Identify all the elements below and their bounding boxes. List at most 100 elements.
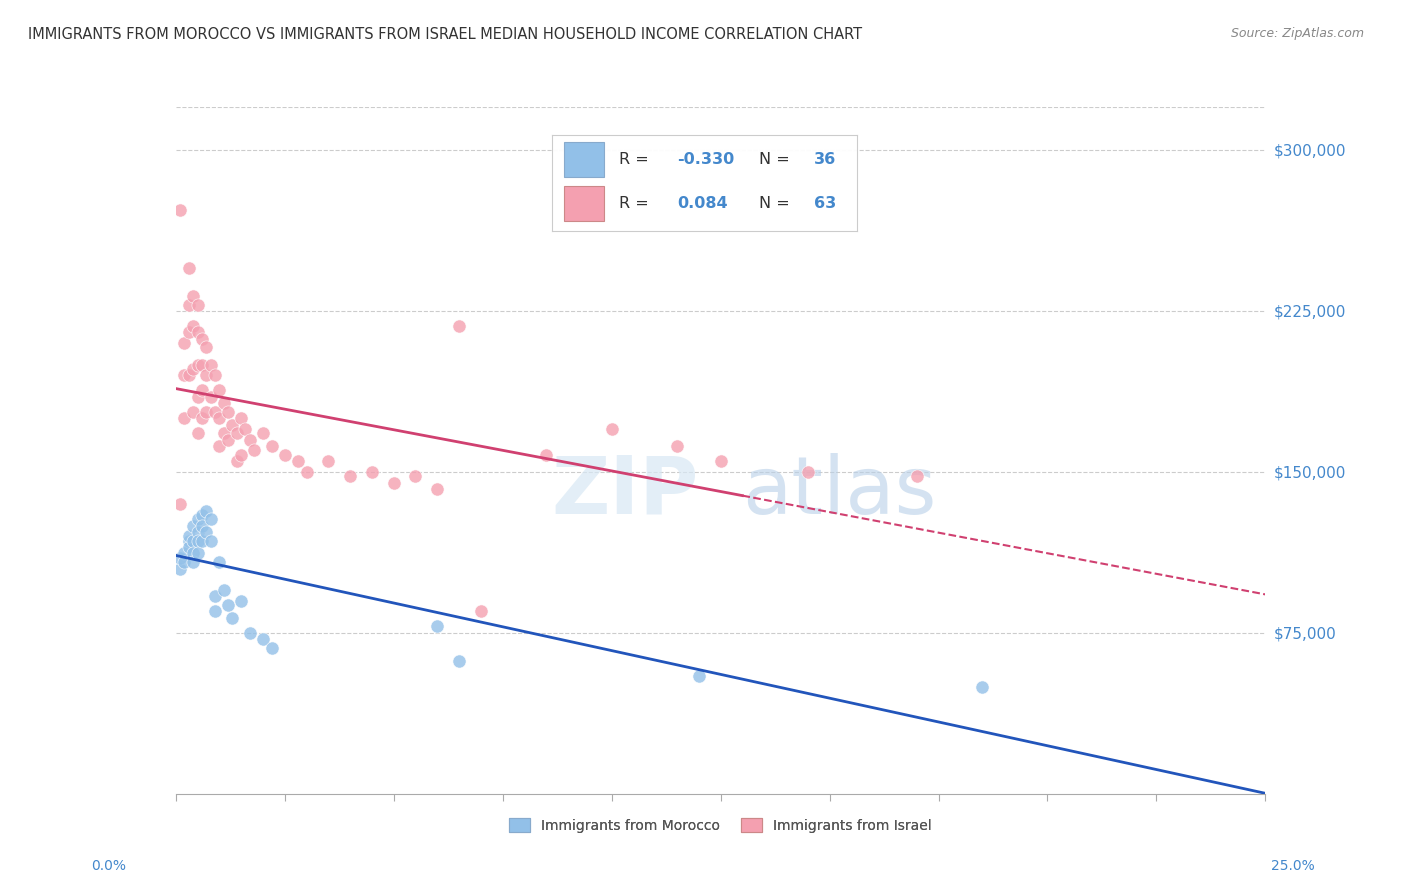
Point — [710, 454, 733, 468]
Point — [666, 439, 689, 453]
Point — [217, 433, 239, 447]
Point — [169, 550, 191, 565]
Point — [204, 590, 226, 604]
Point — [191, 358, 214, 372]
Point — [177, 529, 200, 543]
Point — [339, 469, 361, 483]
Point — [177, 540, 200, 554]
Point — [195, 340, 218, 354]
Text: ZIP: ZIP — [551, 452, 699, 531]
Point — [200, 390, 222, 404]
Point — [447, 654, 470, 668]
Point — [191, 508, 214, 522]
Point — [217, 598, 239, 612]
Point — [360, 465, 382, 479]
Point — [186, 326, 209, 340]
Point — [177, 368, 200, 383]
Point — [208, 555, 231, 569]
Text: -0.330: -0.330 — [676, 152, 734, 167]
Point — [243, 443, 266, 458]
Point — [212, 426, 235, 441]
Point — [186, 426, 209, 441]
Point — [173, 336, 195, 351]
Point — [260, 640, 283, 655]
Text: 63: 63 — [814, 196, 837, 211]
Point — [173, 555, 195, 569]
Text: atlas: atlas — [742, 452, 936, 531]
Point — [169, 202, 191, 217]
Point — [295, 465, 318, 479]
Point — [200, 533, 222, 548]
Point — [173, 411, 195, 425]
Point — [287, 454, 309, 468]
Point — [181, 533, 204, 548]
Point — [186, 512, 209, 526]
Point — [970, 680, 993, 694]
Legend: Immigrants from Morocco, Immigrants from Israel: Immigrants from Morocco, Immigrants from… — [503, 813, 938, 838]
Bar — [564, 142, 603, 177]
Point — [447, 318, 470, 333]
Point — [274, 448, 297, 462]
Point — [191, 518, 214, 533]
Point — [191, 411, 214, 425]
Point — [225, 454, 247, 468]
Text: 25.0%: 25.0% — [1271, 859, 1315, 872]
Point — [208, 384, 231, 398]
Text: 36: 36 — [814, 152, 837, 167]
Point — [600, 422, 623, 436]
Point — [204, 405, 226, 419]
Point — [212, 582, 235, 597]
Point — [177, 297, 200, 311]
Point — [688, 669, 710, 683]
Point — [239, 626, 262, 640]
Point — [195, 405, 218, 419]
Point — [195, 524, 218, 539]
Point — [534, 448, 557, 462]
Point — [208, 439, 231, 453]
Point — [181, 518, 204, 533]
Point — [173, 368, 195, 383]
Point — [405, 469, 427, 483]
Point — [208, 411, 231, 425]
Point — [796, 465, 818, 479]
Point — [204, 368, 226, 383]
Point — [200, 512, 222, 526]
Point — [382, 475, 405, 490]
Point — [195, 368, 218, 383]
Point — [169, 497, 191, 511]
Point — [231, 411, 253, 425]
Point — [191, 332, 214, 346]
Text: N =: N = — [759, 196, 790, 211]
Point — [186, 546, 209, 561]
Point — [318, 454, 340, 468]
Point — [204, 604, 226, 618]
Point — [231, 448, 253, 462]
Text: IMMIGRANTS FROM MOROCCO VS IMMIGRANTS FROM ISRAEL MEDIAN HOUSEHOLD INCOME CORREL: IMMIGRANTS FROM MOROCCO VS IMMIGRANTS FR… — [28, 27, 862, 42]
Point — [173, 546, 195, 561]
Point — [181, 546, 204, 561]
Point — [905, 469, 928, 483]
Point — [426, 482, 449, 496]
Point — [181, 362, 204, 376]
Point — [221, 417, 243, 432]
Point — [186, 390, 209, 404]
Point — [212, 396, 235, 410]
Point — [177, 533, 200, 548]
Point — [231, 593, 253, 607]
Point — [239, 433, 262, 447]
Point — [181, 318, 204, 333]
Text: R =: R = — [619, 196, 648, 211]
Point — [186, 533, 209, 548]
Bar — [564, 186, 603, 221]
Point — [260, 439, 283, 453]
Text: R =: R = — [619, 152, 648, 167]
Point — [191, 533, 214, 548]
Point — [195, 503, 218, 517]
Point — [186, 524, 209, 539]
Point — [235, 422, 257, 436]
Point — [221, 611, 243, 625]
Point — [186, 358, 209, 372]
Point — [225, 426, 247, 441]
Text: N =: N = — [759, 152, 790, 167]
Point — [169, 561, 191, 575]
